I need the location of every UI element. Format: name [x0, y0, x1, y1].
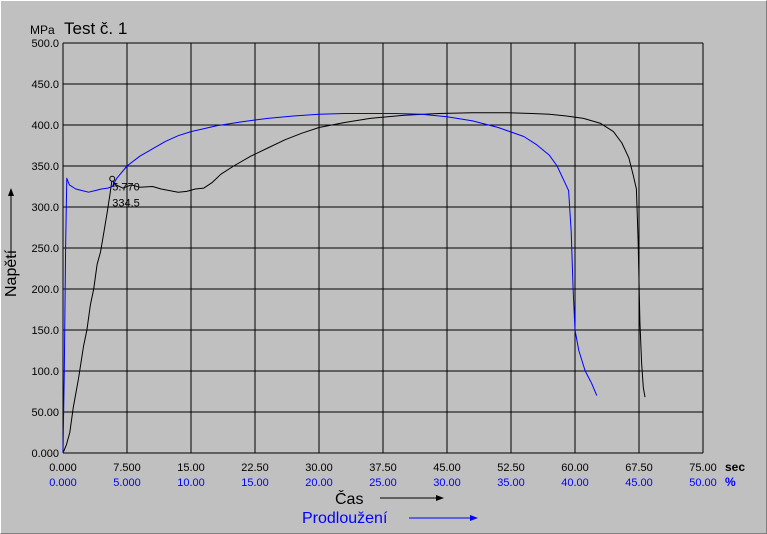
- x-tick-label-primary: 22.50: [241, 462, 269, 474]
- x-tick-label-secondary: 0.000: [49, 477, 77, 489]
- y-axis-label: Napětí: [3, 249, 20, 297]
- x-tick-label-primary: 52.50: [497, 462, 525, 474]
- x-tick-label-secondary: 50.00: [689, 477, 717, 489]
- annotation-y-value: 334.5: [112, 198, 140, 210]
- x-tick-label-secondary: 35.00: [497, 477, 525, 489]
- x-unit-secondary: %: [725, 475, 736, 489]
- series-line-elongation: [62, 113, 598, 454]
- y-axis-arrow: [8, 188, 14, 258]
- y-tick-label: 450.0: [31, 79, 59, 91]
- x-unit-primary: sec: [725, 460, 745, 474]
- grid-lines: [62, 42, 704, 454]
- tick-labels: 0.000 50.00 100.0 150.0 200.0 250.0 300.0 350.0…: [31, 38, 716, 489]
- x-axis-arrow-secondary: [409, 515, 478, 521]
- y-tick-label: 350.0: [31, 161, 59, 173]
- y-unit-label: MPa: [30, 23, 55, 37]
- x-axis-label-primary: Čas: [335, 489, 363, 508]
- x-tick-label-primary: 45.00: [433, 462, 461, 474]
- x-tick-label-secondary: 30.00: [433, 477, 461, 489]
- chart-title: Test č. 1: [64, 19, 127, 38]
- annotation-marker: [109, 175, 116, 182]
- y-tick-label: 0.000: [31, 448, 59, 460]
- x-tick-label-primary: 67.50: [625, 462, 653, 474]
- y-tick-label: 150.0: [31, 325, 59, 337]
- x-axis-arrow-primary: [380, 495, 444, 501]
- x-tick-label-secondary: 25.00: [369, 477, 397, 489]
- x-tick-label-primary: 7.500: [113, 462, 141, 474]
- y-tick-label: 200.0: [31, 284, 59, 296]
- x-tick-label-primary: 30.00: [305, 462, 333, 474]
- y-tick-label: 300.0: [31, 202, 59, 214]
- x-axis-label-secondary: Prodloužení: [302, 510, 388, 527]
- y-tick-label: 500.0: [31, 38, 59, 50]
- series-line-time: [62, 112, 646, 454]
- annotation-x-value: 5.770: [112, 182, 140, 194]
- x-tick-label-secondary: 45.00: [625, 477, 653, 489]
- annotation-layer: 5.770 334.5: [109, 175, 140, 210]
- x-tick-label-secondary: 15.00: [241, 477, 269, 489]
- x-tick-label-secondary: 10.00: [177, 477, 205, 489]
- y-tick-label: 400.0: [31, 120, 59, 132]
- y-tick-label: 50.00: [31, 407, 59, 419]
- x-tick-label-primary: 15.00: [177, 462, 205, 474]
- x-tick-label-primary: 75.00: [689, 462, 717, 474]
- x-tick-label-primary: 60.00: [561, 462, 589, 474]
- y-tick-label: 100.0: [31, 366, 59, 378]
- x-tick-label-secondary: 5.000: [113, 477, 141, 489]
- series-layer: [62, 112, 646, 454]
- x-tick-label-primary: 37.50: [369, 462, 397, 474]
- y-tick-label: 250.0: [31, 243, 59, 255]
- x-tick-label-primary: 0.000: [49, 462, 77, 474]
- x-tick-label-secondary: 20.00: [305, 477, 333, 489]
- x-tick-label-secondary: 40.00: [561, 477, 589, 489]
